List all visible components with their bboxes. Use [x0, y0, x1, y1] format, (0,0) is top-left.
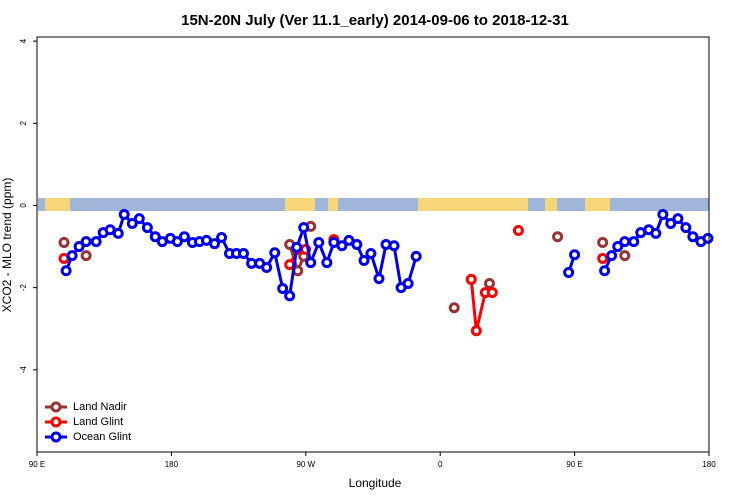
legend-marker [50, 401, 62, 413]
data-point [80, 236, 92, 248]
data-point [209, 238, 221, 250]
data-point [410, 250, 422, 262]
data-point [680, 222, 692, 234]
data-point [277, 282, 289, 294]
data-point [141, 222, 153, 234]
y-axis-label: XCO2 - MLO trend (ppm) [0, 178, 14, 313]
data-point [665, 218, 677, 230]
x-tick-label: 180 [165, 460, 179, 469]
x-tick-label: 180 [702, 460, 716, 469]
data-point [149, 231, 161, 243]
legend-marker [50, 431, 62, 443]
data-point [486, 287, 498, 299]
data-point [118, 209, 130, 221]
plot-frame [36, 36, 710, 453]
data-point [569, 249, 581, 261]
data-point [672, 213, 684, 225]
data-point [305, 257, 317, 269]
data-point [365, 248, 377, 260]
data-point [321, 257, 333, 269]
data-point [612, 241, 624, 253]
y-tick-label: 2 [19, 121, 28, 126]
data-point [483, 278, 495, 290]
data-point [563, 266, 575, 278]
data-point [448, 302, 460, 314]
data-point [597, 236, 609, 248]
y-tick-label: -4 [19, 366, 28, 374]
data-point [599, 265, 611, 277]
data-point [66, 250, 78, 262]
legend-label: Land Glint [73, 416, 123, 428]
legend-label: Ocean Glint [73, 431, 131, 443]
data-point [58, 236, 70, 248]
x-tick-label: 0 [438, 460, 443, 469]
data-point [171, 236, 183, 248]
x-tick-label: 90 E [29, 460, 45, 469]
data-point [60, 265, 72, 277]
data-point [597, 252, 609, 264]
map-strip [38, 198, 709, 211]
legend-label: Land Nadir [73, 401, 127, 413]
data-point [657, 209, 669, 221]
data-point [336, 240, 348, 252]
data-point [373, 273, 385, 285]
data-point [512, 225, 524, 237]
data-point [284, 290, 296, 302]
data-point [388, 240, 400, 252]
legend-marker [50, 416, 62, 428]
data-point [80, 250, 92, 262]
chart-title: 15N-20N July (Ver 11.1_early) 2014-09-06… [181, 12, 569, 29]
data-point [628, 236, 640, 248]
y-tick-label: -2 [19, 284, 28, 292]
data-point [702, 232, 714, 244]
data-point [687, 231, 699, 243]
data-point [133, 213, 145, 225]
data-point [650, 227, 662, 239]
x-tick-label: 90 W [296, 460, 315, 469]
x-tick-label: 90 E [566, 460, 582, 469]
data-point [73, 241, 85, 253]
data-point [313, 236, 325, 248]
data-point [351, 239, 363, 250]
x-axis-label: Longitude [349, 476, 402, 490]
y-tick-label: 0 [19, 203, 28, 208]
data-point [178, 231, 190, 243]
y-tick-label: 4 [19, 38, 28, 43]
data-point [238, 248, 250, 260]
data-point [402, 278, 414, 290]
data-point [470, 325, 482, 337]
data-point [552, 231, 564, 243]
data-point [126, 218, 138, 230]
data-point [619, 250, 631, 262]
data-point [291, 241, 303, 253]
data-point [358, 255, 370, 267]
data-point [261, 262, 273, 274]
data-point [112, 227, 124, 239]
data-point [269, 247, 281, 259]
data-point [343, 234, 355, 246]
data-point [298, 222, 310, 234]
data-point [216, 232, 228, 244]
data-point [90, 236, 102, 248]
data-point [619, 236, 631, 248]
data-point [465, 273, 477, 285]
data-point [606, 250, 618, 262]
